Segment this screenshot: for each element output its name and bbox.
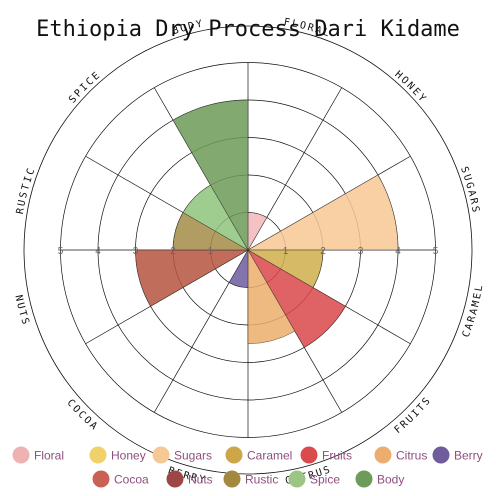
ring-label-right-3: 3	[358, 246, 364, 257]
legend-label-caramel: Caramel	[247, 449, 292, 463]
legend-item-berry: Berry	[432, 446, 483, 464]
ring-label-right-5: 5	[433, 246, 439, 257]
legend-swatch-spice	[288, 470, 306, 488]
legend-label-rustic: Rustic	[245, 473, 278, 487]
legend-swatch-citrus	[374, 446, 392, 464]
bar-nuts	[135, 249, 249, 307]
legend-item-citrus: Citrus	[374, 446, 427, 464]
legend-swatch-cocoa	[92, 470, 110, 488]
legend-label-cocoa: Cocoa	[114, 473, 149, 487]
legend: Floral Honey Sugars Caramel Fruits Citrus Berr…	[12, 446, 483, 488]
bars-layer	[135, 99, 399, 348]
legend-item-honey: Honey	[89, 446, 146, 464]
bar-sugars	[247, 174, 399, 251]
legend-item-fruits: Fruits	[300, 446, 352, 464]
category-label-cocoa: COCOA	[65, 398, 101, 434]
legend-item-floral: Floral	[12, 446, 64, 464]
ring-label-left-1: 1	[208, 246, 214, 257]
legend-swatch-caramel	[225, 446, 243, 464]
ring-label-right-1: 1	[283, 246, 289, 257]
legend-swatch-honey	[89, 446, 107, 464]
category-label-sugars: SUGARS	[458, 165, 481, 215]
legend-label-citrus: Citrus	[396, 449, 427, 463]
legend-label-fruits: Fruits	[322, 449, 352, 463]
ring-label-left-5: 5	[58, 246, 64, 257]
legend-label-nuts: Nuts	[188, 473, 213, 487]
legend-item-body: Body	[355, 470, 404, 488]
legend-swatch-fruits	[300, 446, 318, 464]
outer-ring	[23, 25, 473, 475]
legend-swatch-berry	[432, 446, 450, 464]
category-label-spice: SPICE	[67, 69, 103, 105]
legend-item-spice: Spice	[288, 470, 340, 488]
bar-fruits	[247, 249, 346, 348]
legend-swatch-floral	[12, 446, 30, 464]
legend-item-sugars: Sugars	[152, 446, 212, 464]
legend-label-berry: Berry	[454, 449, 483, 463]
bar-body	[172, 99, 249, 251]
category-label-rustic: RUSTIC	[15, 165, 38, 215]
legend-item-rustic: Rustic	[223, 470, 278, 488]
ring-label-left-4: 4	[95, 246, 101, 257]
legend-label-body: Body	[377, 473, 404, 487]
legend-label-floral: Floral	[34, 449, 64, 463]
category-label-honey: HONEY	[392, 69, 428, 105]
legend-swatch-sugars	[152, 446, 170, 464]
category-label-caramel: CARAMEL	[461, 283, 486, 340]
legend-swatch-rustic	[223, 470, 241, 488]
legend-label-sugars: Sugars	[174, 449, 212, 463]
bar-berry	[228, 249, 249, 288]
legend-item-cocoa: Cocoa	[92, 470, 149, 488]
legend-item-caramel: Caramel	[225, 446, 292, 464]
ring-label-left-3: 3	[133, 246, 139, 257]
chart-title: Ethiopia Dry Process Dari Kidame	[36, 17, 460, 42]
ring-label-left-2: 2	[170, 246, 176, 257]
ring-label-right-4: 4	[395, 246, 401, 257]
legend-swatch-body	[355, 470, 373, 488]
ring-label-right-2: 2	[320, 246, 326, 257]
legend-label-spice: Spice	[310, 473, 340, 487]
ring-labels: 1 1 2 2 3 3 4 4 5 5	[58, 246, 439, 257]
legend-label-honey: Honey	[111, 449, 146, 463]
legend-item-nuts: Nuts	[166, 470, 213, 488]
legend-swatch-nuts	[166, 470, 184, 488]
category-label-nuts: NUTS	[12, 294, 31, 328]
bar-citrus	[247, 249, 296, 344]
